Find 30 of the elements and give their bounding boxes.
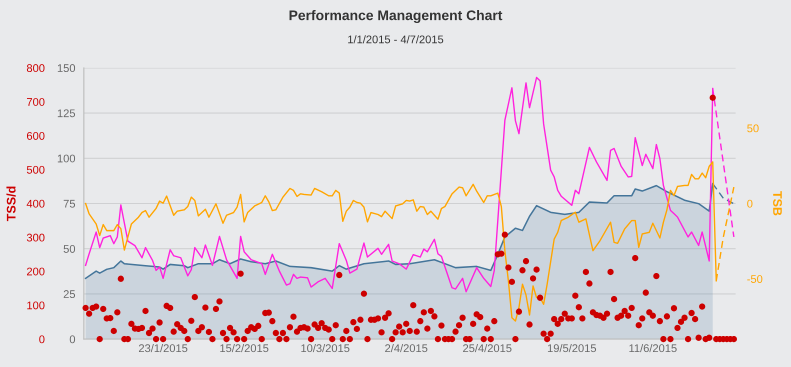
y3-tick-label: 0 — [747, 200, 752, 208]
x-tick-label: 25/4/2015 — [463, 344, 512, 352]
x-tick-label: 23/1/2015 — [138, 344, 188, 352]
y2-tick-label: 0 — [39, 335, 45, 344]
x-tick-label: 15/2/2015 — [220, 344, 268, 352]
y-tick-label: 150 — [58, 64, 76, 72]
y2-tick-label: 500 — [26, 166, 45, 174]
y2-tick-label: 200 — [26, 268, 45, 276]
y3-axis-title: TSB — [773, 191, 782, 216]
x-tick-label: 11/6/2015 — [629, 344, 677, 352]
y-tick-label: 25 — [64, 290, 76, 298]
y-tick-label: 125 — [58, 109, 76, 118]
y-tick-label: 75 — [64, 200, 76, 208]
y2-tick-label: 400 — [26, 200, 45, 208]
y2-tick-label: 600 — [26, 132, 45, 140]
y-tick-label: 100 — [58, 154, 76, 162]
y-tick-label: 0 — [70, 335, 76, 344]
chart-title: Performance Management Chart — [290, 10, 502, 24]
x-tick-label: 10/3/2015 — [301, 344, 350, 352]
chart-subtitle: 1/1/2015 - 4/7/2015 — [348, 35, 444, 44]
y2-tick-label: 700 — [26, 98, 45, 106]
y-tick-label: 50 — [64, 244, 76, 253]
y3-tick-label: -50 — [747, 275, 762, 283]
y3-tick-label: 50 — [747, 124, 759, 132]
y2-axis-title: TSS/d — [6, 186, 16, 222]
x-tick-label: 19/5/2015 — [548, 344, 596, 352]
y2-tick-label: 300 — [26, 234, 45, 242]
y2-tick-label: 100 — [27, 301, 45, 310]
x-tick-label: 2/4/2015 — [385, 344, 428, 352]
y2-tick-label: 800 — [26, 64, 45, 72]
